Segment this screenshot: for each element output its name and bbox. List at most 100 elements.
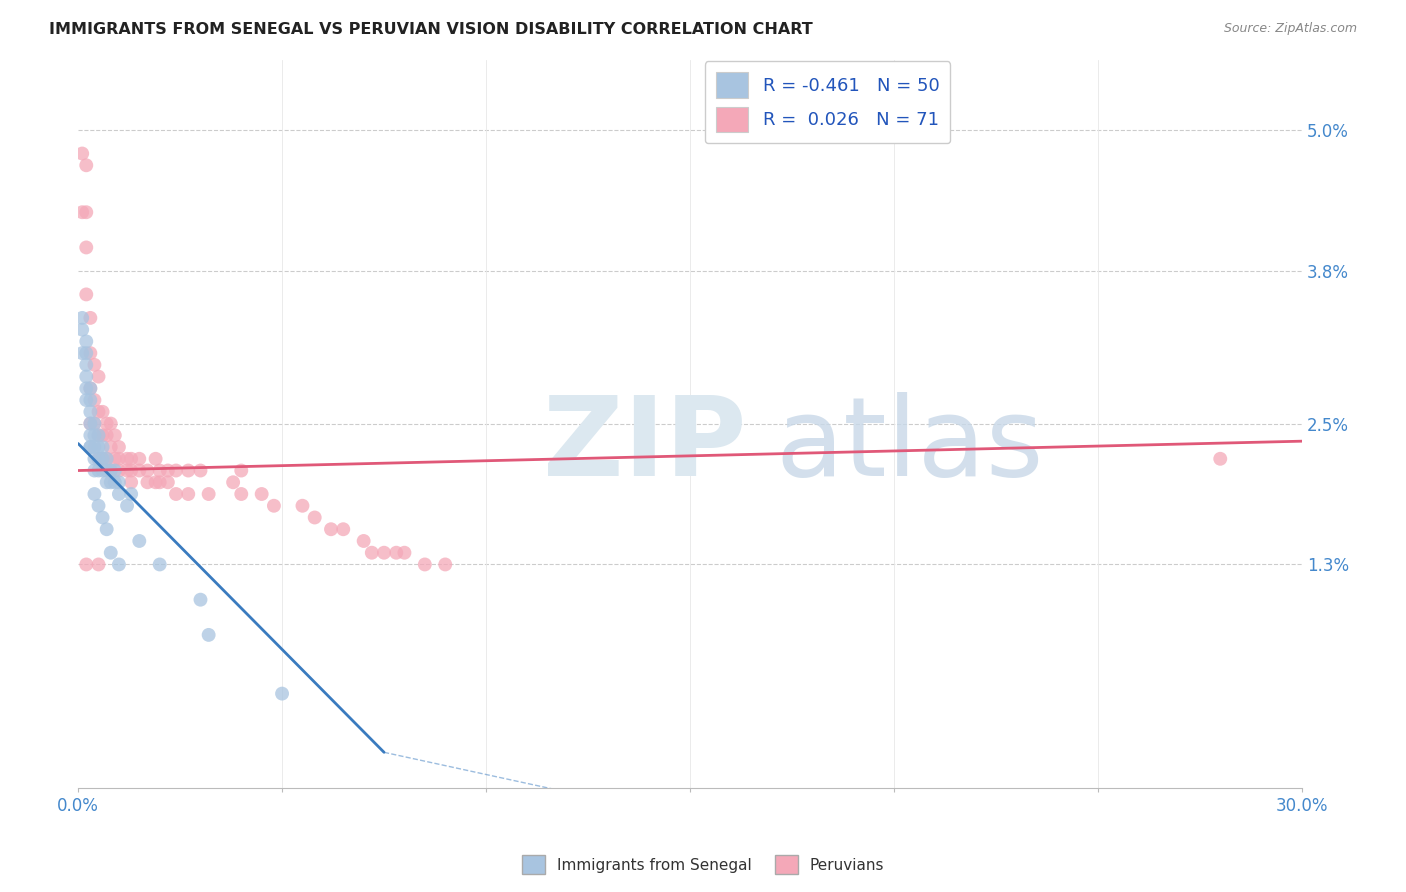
- Point: [96, 417, 118, 431]
- Point: [83, 417, 105, 431]
- Point: [87, 369, 110, 384]
- Point: [87, 558, 110, 572]
- Point: [75, 346, 97, 360]
- Point: [145, 451, 167, 466]
- Text: atlas: atlas: [776, 392, 1045, 499]
- Point: [149, 463, 172, 477]
- Point: [136, 475, 159, 490]
- Point: [75, 287, 97, 301]
- Point: [120, 487, 142, 501]
- Point: [83, 463, 105, 477]
- Point: [83, 487, 105, 501]
- Point: [165, 487, 187, 501]
- Point: [79, 440, 101, 454]
- Point: [263, 499, 285, 513]
- Point: [79, 310, 101, 325]
- Point: [353, 533, 375, 548]
- Point: [104, 428, 127, 442]
- Point: [115, 499, 138, 513]
- Point: [91, 451, 114, 466]
- Point: [79, 381, 101, 395]
- Point: [79, 393, 101, 408]
- Point: [70, 205, 93, 219]
- Point: [87, 451, 110, 466]
- Legend: R = -0.461   N = 50, R =  0.026   N = 71: R = -0.461 N = 50, R = 0.026 N = 71: [704, 62, 950, 143]
- Point: [190, 463, 212, 477]
- Point: [145, 475, 167, 490]
- Point: [104, 463, 127, 477]
- Point: [75, 381, 97, 395]
- Point: [70, 310, 93, 325]
- Point: [79, 417, 101, 431]
- Point: [1209, 451, 1232, 466]
- Point: [120, 451, 142, 466]
- Point: [190, 592, 212, 607]
- Point: [100, 463, 122, 477]
- Point: [87, 428, 110, 442]
- Point: [79, 405, 101, 419]
- Point: [156, 475, 179, 490]
- Point: [149, 475, 172, 490]
- Point: [87, 405, 110, 419]
- Point: [108, 451, 131, 466]
- Point: [79, 428, 101, 442]
- Point: [79, 417, 101, 431]
- Point: [319, 522, 342, 536]
- Point: [385, 546, 408, 560]
- Point: [96, 522, 118, 536]
- Point: [100, 475, 122, 490]
- Point: [96, 451, 118, 466]
- Point: [75, 334, 97, 349]
- Point: [96, 475, 118, 490]
- Point: [87, 440, 110, 454]
- Point: [100, 463, 122, 477]
- Legend: Immigrants from Senegal, Peruvians: Immigrants from Senegal, Peruvians: [516, 849, 890, 880]
- Point: [177, 487, 200, 501]
- Point: [149, 558, 172, 572]
- Point: [434, 558, 457, 572]
- Point: [83, 428, 105, 442]
- Point: [128, 533, 150, 548]
- Point: [291, 499, 314, 513]
- Point: [271, 687, 294, 701]
- Point: [128, 463, 150, 477]
- Point: [250, 487, 273, 501]
- Point: [91, 440, 114, 454]
- Point: [75, 558, 97, 572]
- Point: [108, 487, 131, 501]
- Point: [96, 451, 118, 466]
- Point: [108, 440, 131, 454]
- Point: [75, 205, 97, 219]
- Text: Source: ZipAtlas.com: Source: ZipAtlas.com: [1223, 22, 1357, 36]
- Point: [136, 463, 159, 477]
- Point: [96, 463, 118, 477]
- Point: [83, 417, 105, 431]
- Point: [222, 475, 245, 490]
- Point: [87, 451, 110, 466]
- Point: [231, 487, 253, 501]
- Point: [87, 428, 110, 442]
- Point: [108, 463, 131, 477]
- Point: [87, 463, 110, 477]
- Point: [83, 393, 105, 408]
- Point: [83, 358, 105, 372]
- Point: [91, 510, 114, 524]
- Point: [332, 522, 354, 536]
- Point: [128, 451, 150, 466]
- Point: [100, 546, 122, 560]
- Point: [104, 451, 127, 466]
- Point: [197, 628, 219, 642]
- Point: [115, 451, 138, 466]
- Point: [83, 451, 105, 466]
- Point: [75, 369, 97, 384]
- Point: [75, 240, 97, 254]
- Point: [120, 463, 142, 477]
- Point: [231, 463, 253, 477]
- Point: [108, 558, 131, 572]
- Point: [177, 463, 200, 477]
- Point: [70, 323, 93, 337]
- Text: ZIP: ZIP: [543, 392, 747, 499]
- Point: [70, 346, 93, 360]
- Point: [156, 463, 179, 477]
- Point: [91, 451, 114, 466]
